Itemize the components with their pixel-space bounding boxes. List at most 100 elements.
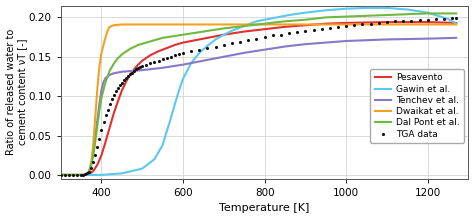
TGA data: [114, 87, 121, 90]
TGA data: [367, 22, 374, 25]
Tenchev et al.: [91, 150, 96, 153]
Gawin et al.: [168, 117, 173, 120]
Pesavento: [241, 30, 247, 33]
Dal Pont et al.: [262, 22, 267, 25]
Dal Pont et al.: [144, 41, 149, 44]
Tenchev et al.: [180, 63, 186, 66]
TGA data: [163, 57, 171, 60]
TGA data: [93, 146, 101, 149]
Dal Pont et al.: [425, 12, 430, 15]
TGA data: [108, 97, 116, 101]
TGA data: [155, 59, 163, 62]
TGA data: [448, 16, 456, 20]
Line: Gawin et al.: Gawin et al.: [61, 8, 456, 175]
TGA data: [285, 31, 293, 35]
Gawin et al.: [176, 89, 182, 92]
Dal Pont et al.: [453, 12, 459, 15]
TGA data: [391, 19, 399, 23]
Dal Pont et al.: [86, 170, 92, 173]
TGA data: [175, 53, 183, 56]
Gawin et al.: [205, 44, 210, 47]
TGA data: [204, 46, 211, 50]
TGA data: [383, 20, 391, 24]
Gawin et al.: [221, 33, 227, 36]
TGA data: [359, 23, 366, 26]
TGA data: [120, 79, 128, 82]
TGA data: [102, 113, 109, 117]
TGA data: [65, 173, 73, 177]
Gawin et al.: [425, 11, 430, 14]
TGA data: [187, 49, 195, 53]
TGA data: [452, 16, 460, 20]
Dwaikat et al.: [111, 24, 117, 26]
Tenchev et al.: [89, 162, 94, 164]
TGA data: [342, 24, 350, 28]
Pesavento: [425, 21, 430, 23]
Gawin et al.: [58, 174, 64, 176]
Dwaikat et al.: [100, 44, 106, 46]
Gawin et al.: [262, 18, 267, 21]
Tenchev et al.: [119, 71, 125, 73]
Gawin et al.: [180, 78, 186, 80]
Dwaikat et al.: [453, 23, 459, 26]
Y-axis label: Ratio of released water to
cement content νT [-]: Ratio of released water to cement conten…: [6, 29, 27, 155]
Gawin et al.: [197, 51, 202, 54]
TGA data: [57, 173, 64, 177]
Dal Pont et al.: [201, 30, 206, 33]
Line: Dwaikat et al.: Dwaikat et al.: [61, 25, 456, 175]
Dwaikat et al.: [119, 23, 125, 26]
TGA data: [245, 39, 252, 42]
TGA data: [167, 55, 174, 58]
TGA data: [79, 173, 87, 177]
Dwaikat et al.: [221, 23, 227, 26]
Gawin et al.: [164, 130, 170, 133]
TGA data: [269, 34, 276, 37]
Dal Pont et al.: [91, 154, 96, 157]
Dal Pont et al.: [323, 16, 328, 19]
Tenchev et al.: [384, 38, 390, 41]
Tenchev et al.: [425, 37, 430, 40]
Dwaikat et al.: [107, 25, 112, 28]
TGA data: [261, 35, 268, 39]
TGA data: [118, 81, 126, 85]
Dwaikat et al.: [180, 23, 186, 26]
Pesavento: [103, 141, 109, 143]
Dwaikat et al.: [99, 51, 104, 54]
TGA data: [83, 172, 91, 175]
TGA data: [85, 170, 93, 173]
Dal Pont et al.: [282, 20, 288, 23]
Pesavento: [139, 59, 145, 62]
Pesavento: [135, 63, 141, 66]
Dal Pont et al.: [221, 27, 227, 30]
Gawin et al.: [160, 144, 165, 146]
Gawin et al.: [139, 167, 145, 170]
Dal Pont et al.: [160, 37, 165, 39]
TGA data: [334, 25, 342, 28]
TGA data: [440, 17, 448, 21]
TGA data: [146, 61, 154, 65]
Pesavento: [384, 21, 390, 23]
Pesavento: [164, 47, 170, 49]
TGA data: [301, 29, 309, 32]
Tenchev et al.: [201, 59, 206, 62]
Pesavento: [91, 170, 96, 172]
Line: Tenchev et al.: Tenchev et al.: [61, 38, 456, 175]
Gawin et al.: [237, 26, 243, 29]
Gawin et al.: [152, 158, 157, 161]
TGA data: [143, 63, 150, 66]
Tenchev et al.: [241, 51, 247, 54]
Tenchev et al.: [107, 74, 112, 76]
Dal Pont et al.: [384, 14, 390, 16]
Dwaikat et al.: [384, 23, 390, 26]
Dal Pont et al.: [107, 70, 112, 72]
Tenchev et al.: [343, 40, 349, 42]
Pesavento: [127, 74, 133, 76]
Dal Pont et al.: [103, 81, 109, 83]
Gawin et al.: [274, 16, 280, 19]
TGA data: [132, 68, 140, 71]
Dal Pont et al.: [115, 57, 120, 60]
Dwaikat et al.: [343, 23, 349, 26]
Tenchev et al.: [58, 174, 64, 176]
Dal Pont et al.: [92, 140, 98, 142]
Dwaikat et al.: [103, 36, 109, 38]
